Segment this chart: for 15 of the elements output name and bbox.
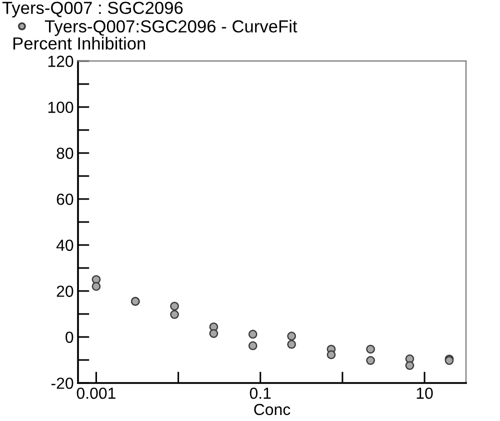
chart-title: Tyers-Q007 : SGC2096 xyxy=(2,2,183,18)
legend-label: Tyers-Q007:SGC2096 - CurveFit xyxy=(44,20,298,36)
y-tick-label: -20 xyxy=(51,378,74,389)
y-tick-label: 40 xyxy=(56,240,74,251)
y-tick-label: 100 xyxy=(48,102,74,113)
y-tick-label: 60 xyxy=(56,194,74,205)
y-axis-title: Percent Inhibition xyxy=(13,36,146,50)
x-tick-label: 10 xyxy=(416,388,433,399)
y-tick-label: 120 xyxy=(48,56,74,67)
y-tick-label: 80 xyxy=(56,148,74,159)
x-axis-title: Conc xyxy=(254,404,290,416)
x-tick-label: 0.001 xyxy=(76,388,116,399)
y-tick-label: 0 xyxy=(66,332,74,343)
x-tick-label: 0.1 xyxy=(250,388,271,399)
y-tick-label: 20 xyxy=(56,286,74,297)
